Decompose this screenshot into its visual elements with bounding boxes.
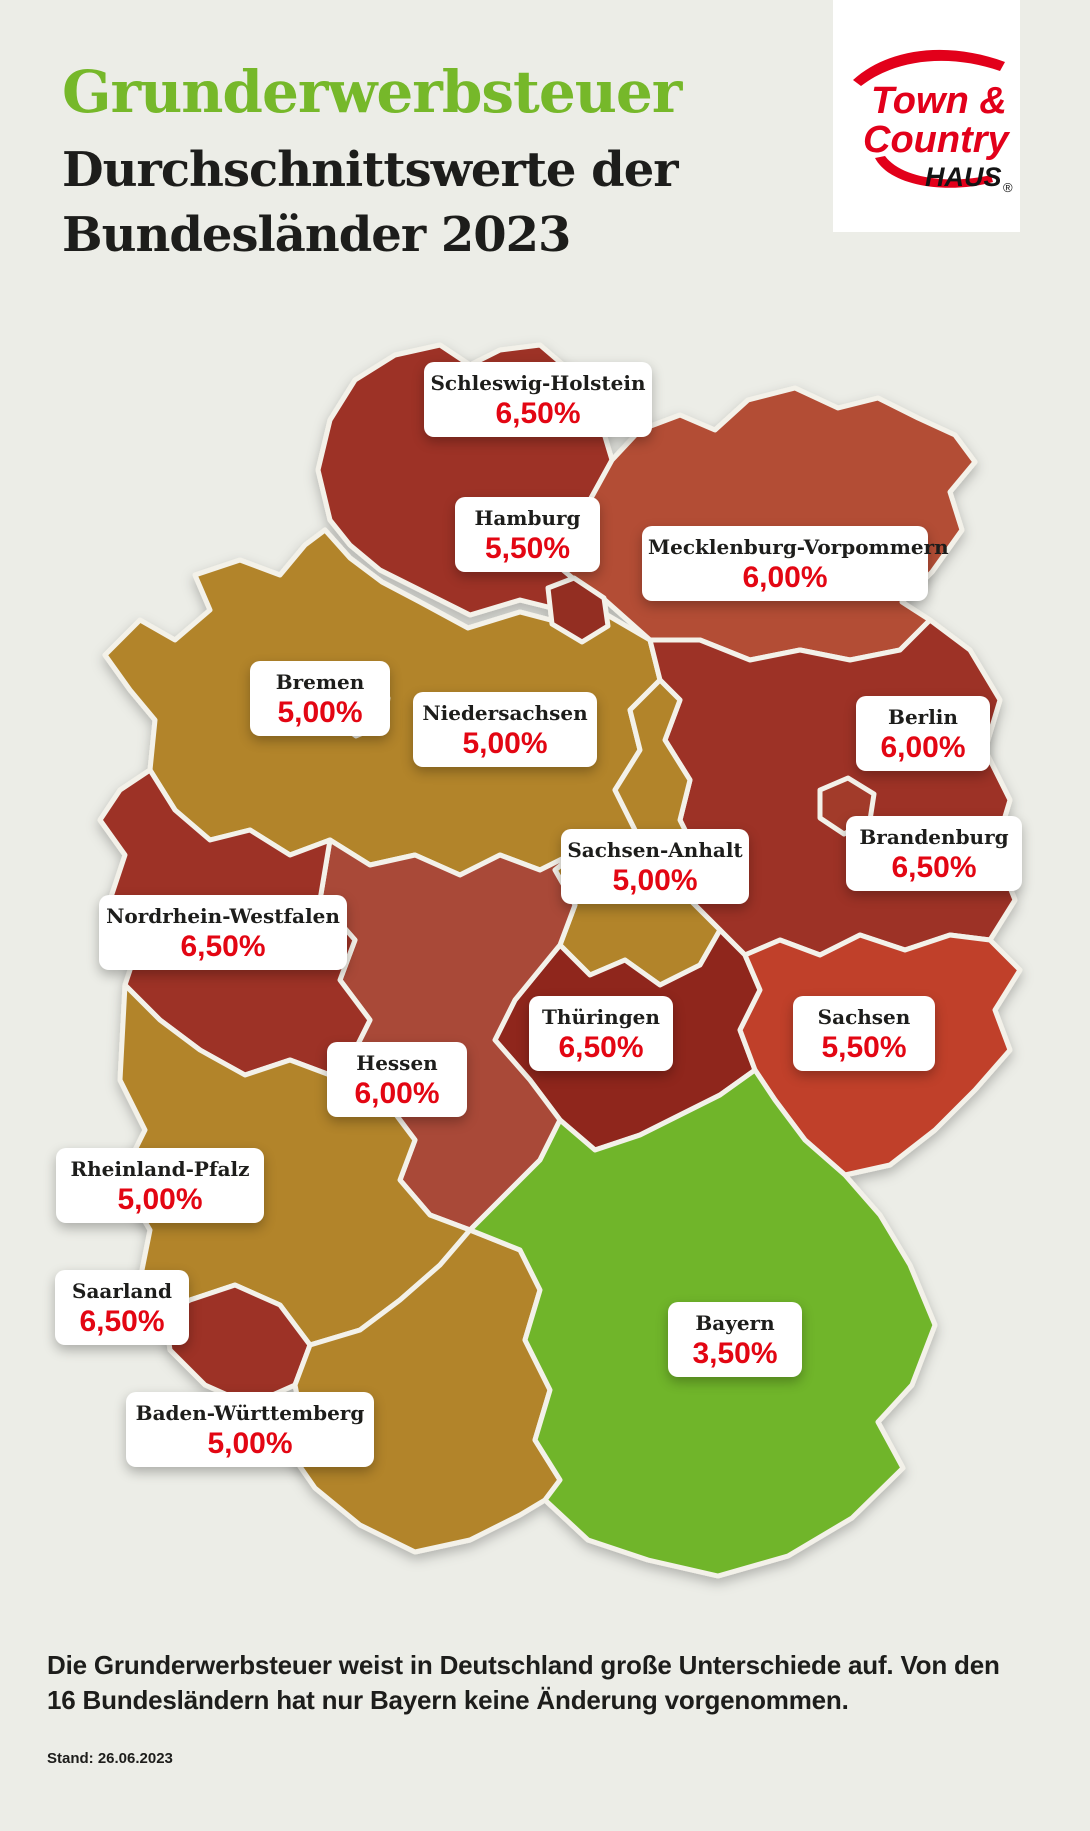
state-value: 5,00% xyxy=(612,864,698,897)
state-label-mecklenburg-vorpommern: Mecklenburg-Vorpommern 6,00% xyxy=(642,526,949,601)
page-title: Grunderwerbsteuer xyxy=(62,58,682,126)
logo-swoosh-top xyxy=(853,49,1005,86)
state-name: Brandenburg xyxy=(859,825,1009,849)
state-value: 6,50% xyxy=(79,1305,165,1338)
state-label-nordrhein-westfalen: Nordrhein-Westfalen 6,50% xyxy=(99,895,347,970)
state-name: Thüringen xyxy=(542,1005,660,1029)
state-name: Sachsen xyxy=(817,1005,911,1029)
state-name: Hessen xyxy=(356,1051,438,1075)
state-shape-hamburg xyxy=(545,575,611,645)
page-subtitle-line1: Durchschnittswerte der xyxy=(62,142,679,198)
state-name: Niedersachsen xyxy=(422,701,588,725)
logo-swoosh-bottom xyxy=(875,156,993,188)
state-name: Hamburg xyxy=(474,506,581,530)
state-label-saarland: Saarland 6,50% xyxy=(55,1270,189,1345)
state-label-sachsen: Sachsen 5,50% xyxy=(793,996,935,1071)
state-label-bremen: Bremen 5,00% xyxy=(250,661,390,736)
state-label-berlin: Berlin 6,00% xyxy=(856,696,990,771)
state-name: Berlin xyxy=(888,705,958,729)
state-value: 6,50% xyxy=(891,851,977,884)
state-label-hessen: Hessen 6,00% xyxy=(327,1042,467,1117)
town-country-logo: Town & Country HAUS ® xyxy=(833,0,1020,232)
caption-line2: 16 Bundesländern hat nur Bayern keine Än… xyxy=(47,1685,849,1716)
caption-line1: Die Grunderwerbsteuer weist in Deutschla… xyxy=(47,1650,1000,1680)
state-value: 5,00% xyxy=(462,727,548,760)
state-value: 6,50% xyxy=(495,397,581,430)
stand-date: Stand: 26.06.2023 xyxy=(47,1750,173,1767)
state-label-baden-wuerttemberg: Baden-Württemberg 5,00% xyxy=(126,1392,374,1467)
page-subtitle-line2: Bundesländer 2023 xyxy=(62,206,571,263)
state-label-brandenburg: Brandenburg 6,50% xyxy=(846,816,1022,891)
state-label-niedersachsen: Niedersachsen 5,00% xyxy=(413,692,597,767)
logo-country: Country xyxy=(863,119,1011,161)
state-value: 5,50% xyxy=(484,532,571,565)
state-label-rheinland-pfalz: Rheinland-Pfalz 5,00% xyxy=(56,1148,264,1223)
state-name: Bremen xyxy=(275,670,365,694)
state-value: 6,00% xyxy=(880,731,966,764)
state-name: Saarland xyxy=(72,1279,172,1303)
state-value: 5,00% xyxy=(277,696,363,729)
state-value: 6,50% xyxy=(180,930,266,963)
state-name: Bayern xyxy=(695,1311,775,1335)
state-value: 6,00% xyxy=(742,561,828,594)
registered-mark: ® xyxy=(1003,180,1013,195)
caption-text: Die Grunderwerbsteuer weist in Deutschla… xyxy=(47,1648,1057,1718)
state-value: 5,00% xyxy=(117,1183,203,1216)
logo-haus: HAUS xyxy=(925,162,1002,192)
state-label-thueringen: Thüringen 6,50% xyxy=(529,996,673,1071)
logo-town: Town & xyxy=(871,80,1007,122)
state-label-sachsen-anhalt: Sachsen-Anhalt 5,00% xyxy=(561,829,749,904)
state-label-schleswig-holstein: Schleswig-Holstein 6,50% xyxy=(424,362,652,437)
state-value: 5,50% xyxy=(821,1031,907,1064)
state-name: Sachsen-Anhalt xyxy=(567,838,743,862)
state-value: 5,00% xyxy=(207,1427,293,1460)
page-subtitle: Durchschnittswerte der Bundesländer 2023 xyxy=(62,138,679,268)
state-label-bayern: Bayern 3,50% xyxy=(668,1302,802,1377)
state-name: Nordrhein-Westfalen xyxy=(106,904,340,928)
state-value: 6,50% xyxy=(558,1031,644,1064)
state-value: 3,50% xyxy=(692,1337,778,1370)
state-label-hamburg: Hamburg 5,50% xyxy=(455,497,600,572)
state-name: Rheinland-Pfalz xyxy=(70,1157,250,1181)
state-value: 6,00% xyxy=(354,1077,440,1110)
state-name: Baden-Württemberg xyxy=(135,1401,365,1425)
state-name: Schleswig-Holstein xyxy=(430,371,646,395)
state-name: Mecklenburg-Vorpommern xyxy=(648,535,949,559)
